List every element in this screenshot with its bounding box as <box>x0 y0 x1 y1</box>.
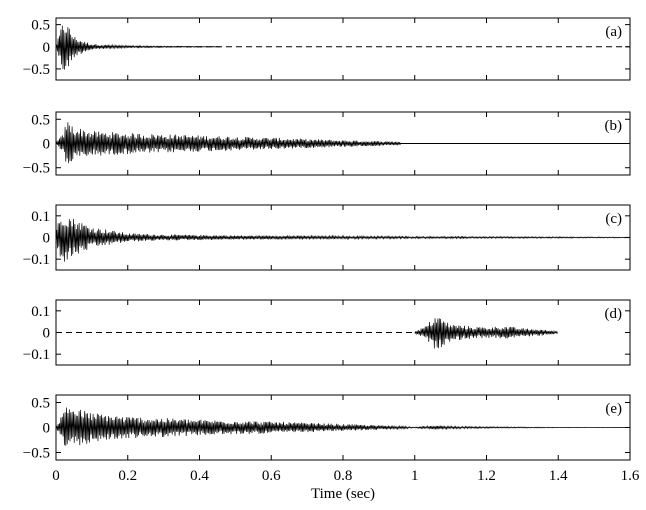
y-tick-label: 0.1 <box>31 304 50 320</box>
x-tick-label: 0.8 <box>334 468 353 484</box>
panel-label: (d) <box>605 306 623 322</box>
x-tick-label: 0.2 <box>118 468 137 484</box>
panel-label: (b) <box>605 118 623 134</box>
y-tick-label: 0.1 <box>31 209 50 225</box>
x-tick-label: 0.4 <box>190 468 209 484</box>
y-tick-label: 0 <box>43 326 51 342</box>
panel-label: (a) <box>605 24 622 40</box>
y-tick-label: 0.5 <box>31 18 50 34</box>
y-tick-label: −0.1 <box>23 252 50 268</box>
panel-label: (e) <box>605 401 622 417</box>
series-waveform <box>414 318 558 349</box>
x-tick-label: 0 <box>52 468 60 484</box>
series-waveform <box>55 25 221 70</box>
y-tick-label: 0 <box>43 40 51 56</box>
panel-3: −0.1 0 0.1 (d) <box>23 299 631 366</box>
y-tick-label: −0.5 <box>23 161 50 177</box>
x-tick-label: 1.4 <box>549 468 568 484</box>
x-tick-label: 1.2 <box>477 468 496 484</box>
y-tick-label: −0.5 <box>23 446 50 462</box>
y-tick-label: −0.5 <box>23 62 50 78</box>
x-tick-label: 1.6 <box>621 468 640 484</box>
series-waveform <box>55 218 630 262</box>
panel-0: −0.5 0 0.5 (a) <box>23 17 631 81</box>
axes-frame <box>55 17 631 81</box>
y-tick-label: 0 <box>43 231 51 247</box>
panel-2: −0.1 0 0.1 (c) <box>23 204 631 271</box>
y-tick-label: 0.5 <box>31 112 50 128</box>
x-tick-label: 0.6 <box>262 468 281 484</box>
panel-1: −0.5 0 0.5 (b) <box>23 111 631 177</box>
y-tick-label: 0 <box>43 421 51 437</box>
y-tick-label: −0.1 <box>23 347 50 363</box>
y-tick-label: 0.5 <box>31 396 50 412</box>
series-waveform <box>55 407 630 446</box>
panel-label: (c) <box>605 211 622 227</box>
series-waveform <box>55 122 401 164</box>
y-tick-label: 0 <box>43 137 51 153</box>
x-axis-label: Time (sec) <box>311 486 375 502</box>
x-tick-label: 1 <box>411 468 419 484</box>
